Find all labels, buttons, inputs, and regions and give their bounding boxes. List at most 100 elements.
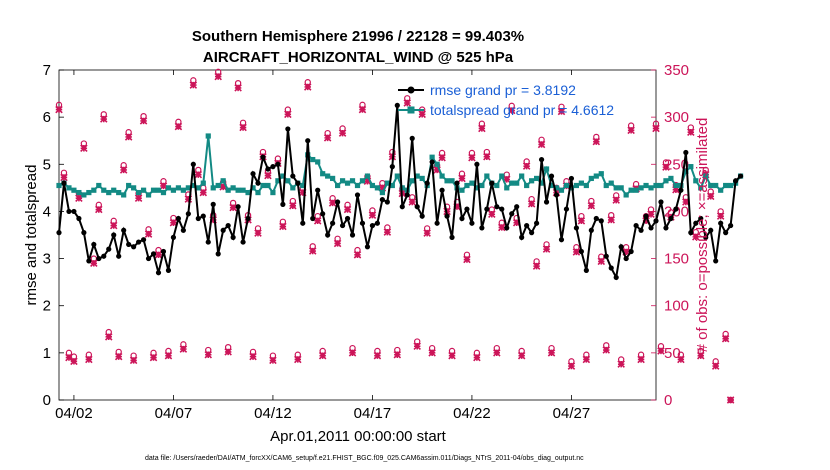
totalspread-point <box>573 182 579 189</box>
totalspread-point <box>369 182 376 189</box>
totalspread-point <box>588 175 594 182</box>
totalspread-point <box>111 187 117 193</box>
y-left-tick-label: 5 <box>43 156 51 173</box>
y-left-tick-label: 6 <box>43 109 51 126</box>
rmse-point <box>558 237 565 243</box>
rmse-point <box>389 164 395 170</box>
obs-assimilated-point <box>582 355 591 364</box>
totalspread-point <box>280 173 286 179</box>
rmse-point <box>121 227 127 233</box>
totalspread-point <box>71 187 77 193</box>
x-tick-label: 04/17 <box>354 405 392 422</box>
obs-assimilated-point <box>463 255 471 264</box>
rmse-series <box>56 102 744 281</box>
obs-assimilated-point <box>154 251 163 259</box>
rmse-point <box>504 225 510 231</box>
rmse-point <box>126 241 132 248</box>
obs-assimilated-point <box>368 211 377 219</box>
obs-assimilated-point <box>373 351 382 360</box>
obs-assimilated-point <box>204 350 213 359</box>
obs-assimilated-point <box>577 217 586 225</box>
rmse-point <box>180 227 186 233</box>
obs-assimilated-point <box>716 212 725 220</box>
obs-assimilated-point <box>249 352 257 361</box>
rmse-point <box>588 227 594 233</box>
obs-assimilated-point <box>348 349 357 357</box>
totalspread-point <box>658 182 664 189</box>
obs-assimilated-point <box>438 153 446 162</box>
obs-assimilated-point <box>224 348 232 356</box>
rmse-point <box>384 199 390 205</box>
rmse-point <box>573 225 580 231</box>
rmse-point <box>464 206 470 212</box>
obs-assimilated-point <box>239 123 247 132</box>
obs-assimilated-point <box>80 144 88 153</box>
obs-assimilated-point <box>622 248 630 256</box>
totalspread-point <box>225 187 231 193</box>
rmse-point <box>205 239 211 245</box>
totalspread-point <box>499 173 505 179</box>
rmse-point <box>603 253 609 259</box>
rmse-point <box>131 244 137 250</box>
totalspread-point <box>190 182 196 189</box>
totalspread-point <box>484 173 490 179</box>
rmse-point <box>449 234 455 240</box>
obs-assimilated-point <box>55 105 63 114</box>
totalspread-point <box>344 180 351 186</box>
totalspread-point <box>663 178 669 184</box>
obs-assimilated-point <box>612 196 620 204</box>
totalspread-point <box>384 180 390 186</box>
totalspread-point <box>409 178 415 184</box>
rmse-point <box>593 215 599 222</box>
rmse-point <box>548 173 555 179</box>
totalspread-point <box>180 187 186 193</box>
rmse-point <box>315 187 321 193</box>
totalspread-point <box>693 178 699 184</box>
rmse-point <box>429 159 435 165</box>
obs-assimilated-point <box>90 259 98 268</box>
rmse-point <box>608 265 614 271</box>
obs-assimilated-point <box>95 205 103 214</box>
y-left-tick-label: 0 <box>43 392 51 409</box>
obs-assimilated-point <box>453 202 461 211</box>
totalspread-point <box>56 182 62 189</box>
rmse-point <box>265 166 271 172</box>
totalspread-point <box>374 185 380 191</box>
rmse-point <box>698 215 704 222</box>
rmse-point <box>364 244 371 250</box>
obs-assimilated-point <box>617 360 625 368</box>
obs-assimilated-point <box>328 199 337 207</box>
obs-assimilated-point <box>363 177 372 186</box>
rmse-point <box>359 220 366 226</box>
obs-assimilated-point <box>65 353 73 362</box>
rmse-point <box>524 222 530 229</box>
totalspread-point <box>210 185 216 191</box>
rmse-point <box>175 215 181 222</box>
rmse-point <box>404 192 410 198</box>
rmse-point <box>693 220 699 226</box>
totalspread-point <box>270 189 276 196</box>
totalspread-point <box>648 185 654 191</box>
totalspread-point <box>330 175 336 182</box>
totalspread-point <box>474 185 480 191</box>
rmse-point <box>598 218 604 224</box>
obs-assimilated-point <box>289 202 297 210</box>
totalspread-point <box>558 187 565 193</box>
totalspread-point <box>379 189 385 196</box>
totalspread-point <box>195 185 201 191</box>
totalspread-point <box>673 182 679 189</box>
obs-assimilated-point <box>214 72 222 81</box>
totalspread-point <box>310 156 316 163</box>
y-right-tick-label: 300 <box>664 109 689 126</box>
y-right-tick-label: 0 <box>664 392 672 409</box>
rmse-point <box>354 192 361 198</box>
rmse-point <box>210 201 216 207</box>
rmse-point <box>648 225 654 231</box>
totalspread-point <box>683 168 689 174</box>
y-right-tick-label: 350 <box>664 62 689 79</box>
rmse-point <box>116 253 122 259</box>
x-axis: 04/02 04/07 04/12 04/17 04/22 04/27 <box>55 70 590 422</box>
totalspread-point <box>723 182 729 189</box>
obs-assimilated-point <box>498 223 506 232</box>
obs-assimilated-point <box>677 355 685 364</box>
